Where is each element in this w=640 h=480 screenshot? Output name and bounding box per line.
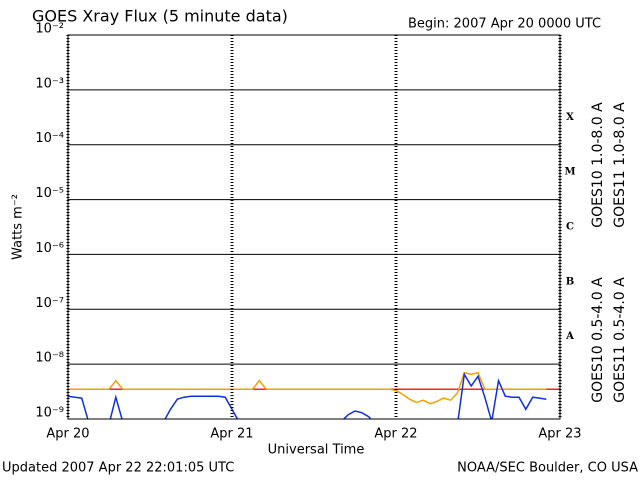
flare-class: A [565,331,574,342]
x-tick-label: Apr 22 [374,427,417,442]
legend-label: GOES10 1.0-8.0 A [590,102,606,228]
flare-class: C [566,222,574,233]
legend-label: GOES11 1.0-8.0 A [612,102,628,228]
y-tick-label: 10⁻⁵ [35,186,64,201]
y-tick-label: 10⁻⁴ [35,131,64,146]
flare-class: B [566,276,574,287]
series-line [68,372,547,419]
x-tick-label: Apr 20 [46,427,89,442]
footer-right: NOAA/SEC Boulder, CO USA [457,461,638,476]
y-tick-label: 10⁻⁶ [35,241,64,256]
y-tick-label: 10⁻⁷ [35,296,64,311]
series-line [68,371,547,405]
y-tick-label: 10⁻⁸ [35,351,64,366]
x-axis-label: Universal Time [268,443,365,458]
x-tick-label: Apr 21 [210,427,253,442]
footer-left: Updated 2007 Apr 22 22:01:05 UTC [2,461,234,476]
y-axis-label: Watts m⁻² [11,194,26,260]
flare-class: X [566,112,574,123]
legend-label: GOES10 0.5-4.0 A [590,277,606,403]
y-tick-label: 10⁻⁹ [35,406,64,421]
y-tick-label: 10⁻² [35,22,64,37]
chart-subtitle: Begin: 2007 Apr 20 0000 UTC [408,17,601,32]
plot-area [68,371,560,419]
y-tick-label: 10⁻³ [35,76,64,91]
chart-title: GOES Xray Flux (5 minute data) [32,7,288,26]
legend-label: GOES11 0.5-4.0 A [612,277,628,403]
x-tick-label: Apr 23 [538,427,581,442]
flare-class: M [564,167,575,178]
